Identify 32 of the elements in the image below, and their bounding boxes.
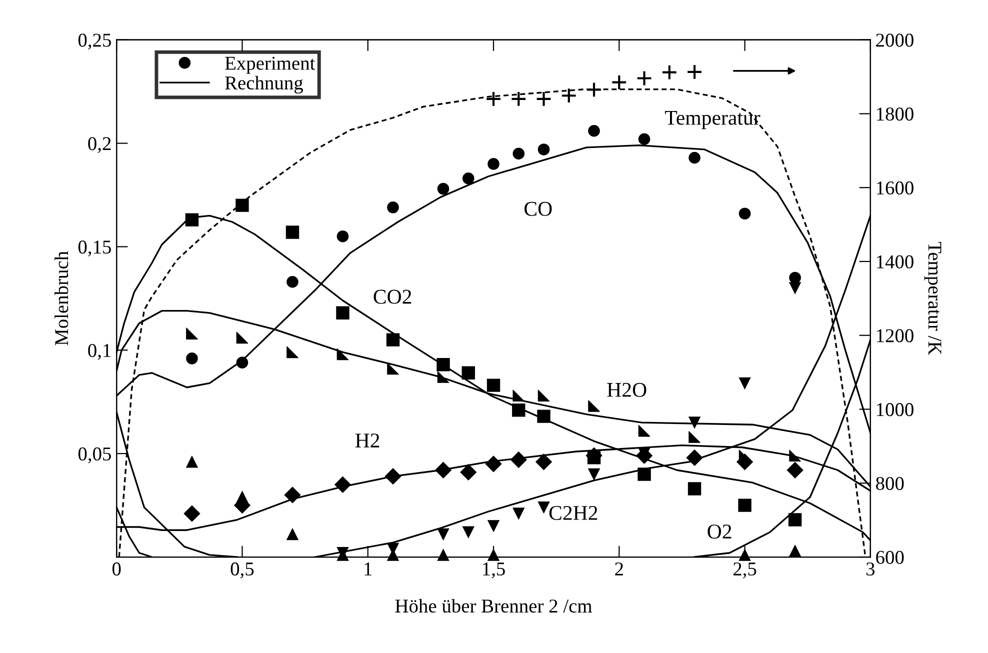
- annotation: CO2: [374, 290, 412, 304]
- x-tick-label: 1,5: [483, 562, 505, 578]
- x-tick-label: 0,5: [230, 562, 254, 578]
- x-tick-label: 1: [364, 562, 372, 576]
- y-tick-label: 0,2: [88, 137, 111, 154]
- y2-tick-label: 1800: [877, 108, 914, 121]
- y-axis-title: Molenbruch: [54, 251, 68, 346]
- y-tick-label: 0,15: [78, 240, 111, 256]
- y-tick-label: 0,05: [78, 447, 111, 464]
- annotation: H2: [355, 434, 380, 448]
- x-tick-label: 2,5: [733, 562, 756, 578]
- y2-tick-label: 1400: [877, 255, 914, 268]
- y2-tick-label: 1600: [877, 181, 914, 195]
- x-axis-title: Höhe über Brenner 2 /cm: [395, 598, 592, 613]
- y2-tick-label: 2000: [876, 34, 914, 47]
- annotation: CO: [524, 202, 552, 216]
- y-tick-label: 0,1: [88, 344, 111, 360]
- annotation: H2O: [607, 382, 646, 397]
- annotation: Temperatur: [665, 111, 760, 130]
- legend-label: Rechnung: [225, 76, 303, 94]
- x-tick-label: 2: [615, 562, 623, 576]
- x-tick-label: 0: [112, 562, 121, 576]
- annotation: C2H2: [549, 506, 598, 520]
- y2-tick-label: 1200: [877, 329, 914, 342]
- legend-label: Experiment: [225, 56, 316, 74]
- y-tick-label: 0,25: [78, 34, 111, 50]
- annotation: O2: [708, 524, 732, 539]
- y2-tick-label: 1000: [877, 403, 914, 416]
- y2-tick-label: 600: [876, 550, 904, 564]
- y2-axis-title: Temperatur /K: [924, 242, 942, 356]
- y2-tick-label: 800: [876, 476, 904, 490]
- x-tick-label: 3: [866, 562, 875, 576]
